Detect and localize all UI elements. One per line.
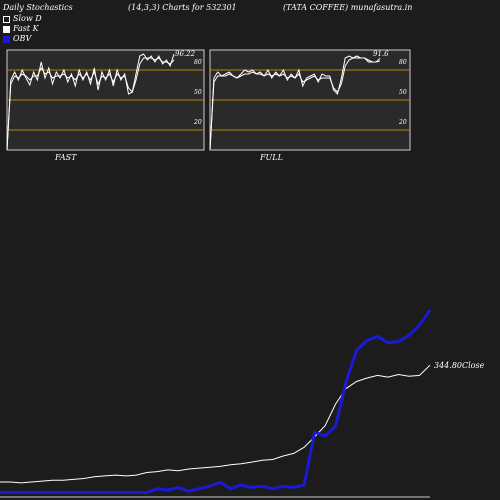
legend-label-slow-d: Slow D xyxy=(13,14,42,23)
fast-panel-label: FAST xyxy=(54,153,77,162)
full-panel: 80 50 20 91.6 FULL xyxy=(209,49,411,162)
legend-label-obv: OBV xyxy=(13,34,32,43)
fast-series-line-1 xyxy=(6,57,175,151)
fast-last-value: 96.22 xyxy=(175,50,196,58)
obv-line xyxy=(0,309,432,494)
level-label-50: 50 xyxy=(194,89,202,96)
chart-params: (14,3,3) Charts for 532301 xyxy=(128,3,237,12)
legend-swatch-fast-k xyxy=(3,25,10,33)
legend-swatch-obv xyxy=(3,35,10,43)
level-label-80: 80 xyxy=(194,59,202,66)
legend-label-fast-k: Fast K xyxy=(13,24,39,33)
legend-item-slow-d: Slow D xyxy=(3,14,42,24)
legend-swatch-slow-d xyxy=(3,15,10,23)
level-label-20: 20 xyxy=(398,119,407,126)
price-panel: 344.80Close xyxy=(0,309,485,498)
chart-title: Daily Stochastics xyxy=(3,3,73,12)
full-panel-label: FULL xyxy=(259,153,283,162)
fast-panel: 80 50 20 96.22 FAST xyxy=(6,49,205,162)
full-last-value: 91.6 xyxy=(373,50,389,58)
level-label-50: 50 xyxy=(399,89,407,96)
company-site: (TATA COFFEE) munafasutra.in xyxy=(283,3,413,12)
level-label-80: 80 xyxy=(399,59,407,66)
legend-item-fast-k: Fast K xyxy=(3,24,42,34)
legend: Slow D Fast K OBV xyxy=(3,14,42,44)
legend-item-obv: OBV xyxy=(3,34,42,44)
close-annotation: 344.80Close xyxy=(434,361,485,370)
close-price-line xyxy=(0,364,431,484)
level-label-20: 20 xyxy=(193,119,202,126)
full-series-line-1 xyxy=(209,57,381,151)
